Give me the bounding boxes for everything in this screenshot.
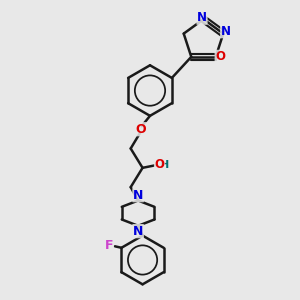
Text: N: N	[133, 225, 143, 238]
Text: N: N	[197, 11, 207, 24]
Text: N: N	[221, 25, 231, 38]
Text: F: F	[105, 239, 113, 252]
Text: O: O	[136, 123, 146, 136]
Text: N: N	[133, 189, 143, 202]
Text: O: O	[154, 158, 164, 171]
Text: O: O	[215, 50, 225, 63]
Text: H: H	[160, 160, 170, 170]
